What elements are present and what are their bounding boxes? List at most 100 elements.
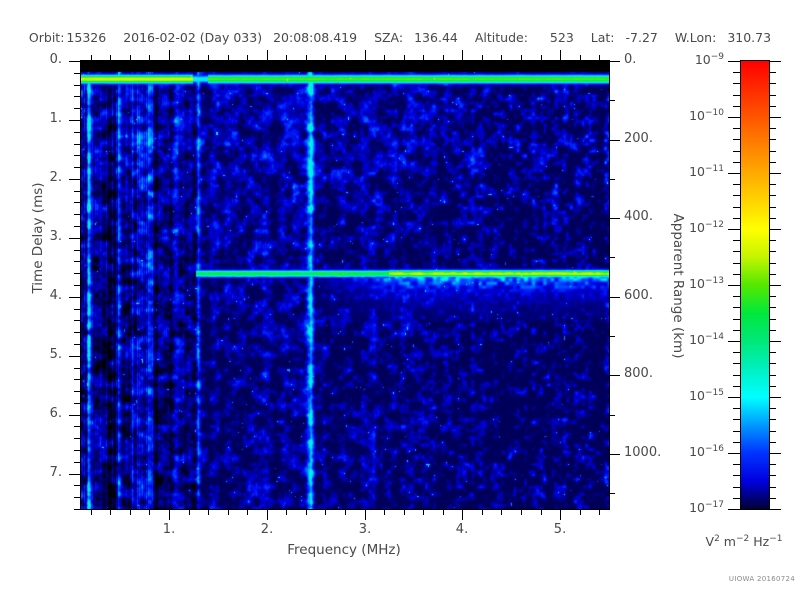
y-tick-minor-right [609,336,615,337]
colorbar-tick-major [769,509,781,510]
x-tick-minor-top [521,55,522,60]
colorbar-tick-minor [769,330,776,331]
colorbar-tick-minor [733,151,740,152]
x-tick-label: 4. [455,522,469,537]
y-tick-minor-left [74,73,80,74]
y-tick-minor-left [74,309,80,310]
y-tick-minor-left [74,167,80,168]
x-tick-minor-top [482,55,483,60]
y-tick-label-right: 400. [624,209,653,224]
header-metadata: Orbit: 15326 2016-02-02 (Day 033) 20:08:08.… [0,30,800,45]
y-tick-minor-left [74,226,80,227]
x-tick-minor-top [541,55,542,60]
y-tick-minor-left [74,462,80,463]
y-tick-label-left: 2. [49,170,62,185]
colorbar-tick-minor [733,106,740,107]
colorbar-tick-minor [769,263,776,264]
colorbar-tick-label: 10−9 [694,52,724,68]
y-tick-minor-right [609,415,615,416]
colorbar-tick-label: 10−13 [689,276,724,292]
wlon-label: W.Lon: [674,30,717,45]
colorbar-tick-minor [769,251,776,252]
colorbar-tick-minor [769,95,776,96]
observation-time: 20:08:08.419 [273,30,358,45]
colorbar [740,60,770,510]
x-tick-minor-top [345,55,346,60]
x-tick-minor [325,509,326,515]
colorbar-tick-minor [733,431,740,432]
colorbar-tick-minor [769,408,776,409]
y-tick-minor-left [74,391,80,392]
y-tick-minor-left [74,261,80,262]
observation-date: 2016-02-02 (Day 033) [123,30,263,45]
colorbar-tick-minor [769,352,776,353]
y-tick-minor-left [74,320,80,321]
y-tick-major-left [69,179,80,180]
colorbar-tick-minor [769,487,776,488]
y-tick-minor-left [74,403,80,404]
y-tick-minor-left [74,285,80,286]
y-tick-label-right: 200. [624,131,653,146]
colorbar-tick-minor [733,139,740,140]
y-tick-major-right [609,61,620,62]
colorbar-tick-minor [769,419,776,420]
y-tick-major-left [69,238,80,239]
y-tick-minor-left [74,144,80,145]
colorbar-tick-minor [733,363,740,364]
x-tick-minor-top [404,55,405,60]
x-tick-label: 2. [260,522,274,537]
colorbar-tick-label: 10−11 [689,164,724,180]
colorbar-tick-minor [733,307,740,308]
colorbar-tick-minor [733,330,740,331]
y-tick-major-right [609,454,620,455]
colorbar-tick-minor [769,498,776,499]
x-tick-major-top [462,50,463,60]
x-tick-minor [189,509,190,515]
colorbar-tick-major [769,341,781,342]
x-tick-minor-top [325,55,326,60]
colorbar-tick-minor [769,363,776,364]
x-tick-minor-top [384,55,385,60]
y-tick-minor-left [74,438,80,439]
colorbar-tick-major [769,61,781,62]
colorbar-tick-major [728,453,740,454]
x-tick-minor-top [501,55,502,60]
x-tick-minor [501,509,502,515]
y-tick-minor-right [609,257,615,258]
y-tick-minor-left [74,368,80,369]
y-tick-major-left [69,356,80,357]
colorbar-tick-minor [769,72,776,73]
x-tick-minor-top [286,55,287,60]
x-tick-minor [286,509,287,515]
colorbar-tick-minor [769,195,776,196]
colorbar-tick-minor [733,184,740,185]
x-tick-major [267,509,268,520]
y-tick-minor-left [74,85,80,86]
colorbar-tick-label: 10−17 [689,500,724,516]
x-tick-label: 3. [358,522,372,537]
x-tick-minor-top [247,55,248,60]
colorbar-tick-minor [733,72,740,73]
colorbar-tick-label: 10−15 [689,388,724,404]
y-tick-major-right [609,375,620,376]
x-tick-minor [599,509,600,515]
x-tick-minor [208,509,209,515]
y-tick-major-left [69,61,80,62]
colorbar-tick-minor [769,106,776,107]
colorbar-tick-minor [733,263,740,264]
y-tick-major-left [69,474,80,475]
y-tick-minor-left [74,273,80,274]
y-tick-label-left: 4. [49,288,62,303]
x-tick-minor-top [130,55,131,60]
colorbar-tick-label: 10−10 [689,108,724,124]
colorbar-tick-minor [733,218,740,219]
x-tick-minor-top [110,55,111,60]
orbit-value: 15326 [66,30,107,45]
colorbar-tick-minor [769,218,776,219]
colorbar-tick-label: 10−12 [689,220,724,236]
colorbar-tick-minor [733,128,740,129]
y-tick-label-left: 5. [49,347,62,362]
y-tick-major-left [69,415,80,416]
colorbar-tick-major [769,229,781,230]
